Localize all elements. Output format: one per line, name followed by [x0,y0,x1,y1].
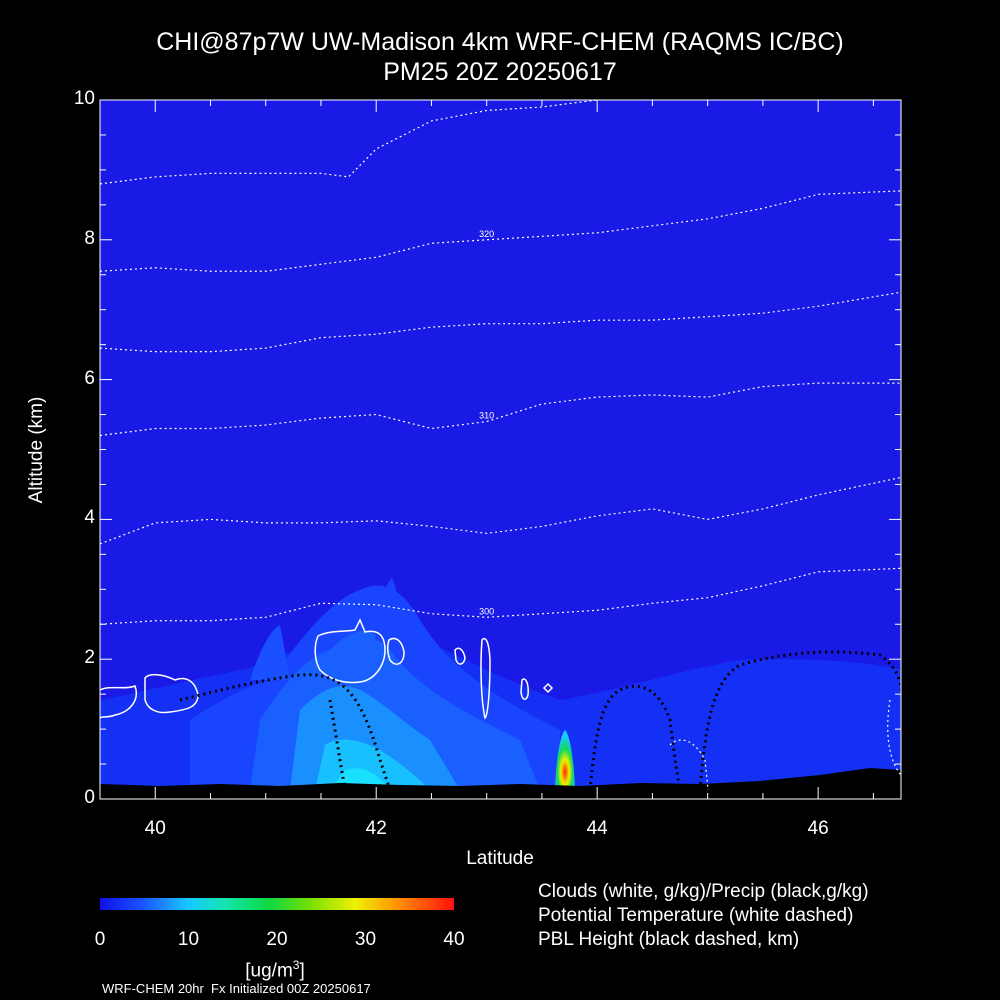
cloud-contours [100,618,554,720]
colorbar-tick-label: 10 [177,929,200,950]
footer-text: WRF-CHEM 20hr Fx Initialized 00Z 2025061… [102,981,371,996]
pbl-height-contours [179,650,901,791]
y-tick-label: 6 [84,367,95,389]
x-tick-label: 46 [807,818,829,839]
colorbar-unit-close: ] [299,960,305,982]
theta-contour-label-2: 310 [479,411,494,421]
colorbar-tick-label: 0 [94,929,106,950]
x-tick-label: 40 [144,818,166,839]
x-tick-label: 44 [586,818,608,839]
y-tick-label: 0 [84,787,95,808]
theta-low-contours [669,699,901,791]
colorbar-unit-base: [ug/m [245,960,293,982]
legend-pbl: PBL Height (black dashed, km) [538,929,800,950]
potential-temperature-contours: 300 310 320 [100,100,901,625]
colorbar [100,898,454,910]
y-tick-label: 8 [84,227,95,249]
legend-theta: Potential Temperature (white dashed) [538,905,854,926]
chart-title: CHI@87p7W UW-Madison 4km WRF-CHEM (RAQMS… [156,28,844,56]
pm25-field [100,100,901,799]
y-tick-label: 4 [84,507,95,529]
chart-subtitle: PM25 20Z 20250617 [383,58,617,86]
theta-contour-1 [100,476,901,545]
colorbar-tick-label: 40 [443,929,465,950]
y-tick-label: 2 [84,647,95,669]
colorbar-unit-exponent: 3 [292,958,300,972]
y-axis-label: Altitude (km) [26,396,47,504]
axis-ticks [100,99,901,800]
x-tick-label: 42 [365,818,387,839]
legend-clouds: Clouds (white, g/kg)/Precip (black,g/kg) [538,881,869,902]
theta-contour-3 [100,291,901,353]
colorbar-tick-label: 30 [354,929,377,950]
theta-contour-5 [100,100,598,185]
y-tick-label: 10 [73,88,95,109]
theta-contour-label-0: 300 [479,606,494,616]
colorbar-tick-label: 20 [266,929,288,950]
x-axis-label: Latitude [466,848,534,869]
theta-contour-2 [100,382,901,437]
colorbar-unit: [ug/m3] [200,958,350,982]
theta-contour-label-4: 320 [479,229,494,239]
